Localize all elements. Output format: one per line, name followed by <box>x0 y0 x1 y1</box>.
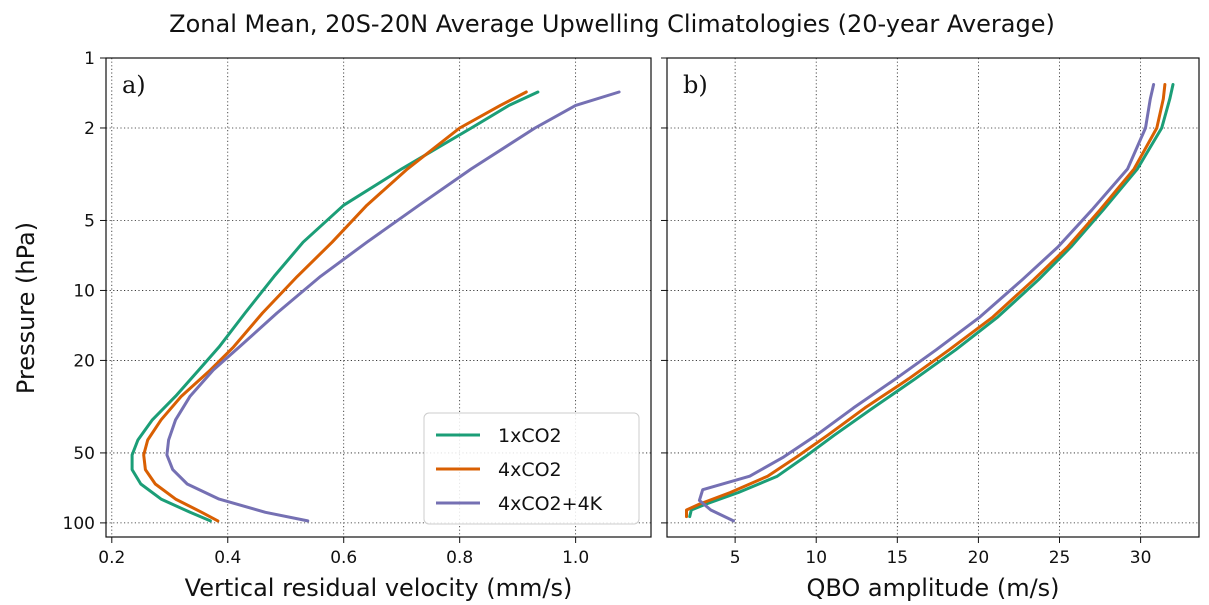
x-tick-label: 0.2 <box>98 548 125 568</box>
series-line-4xco2 <box>685 83 1167 519</box>
x-tick-label: 25 <box>1049 548 1071 568</box>
y-tick-label: 2 <box>84 119 95 139</box>
legend-label: 4xCO2+4K <box>498 493 603 515</box>
y-tick-label: 5 <box>84 211 95 231</box>
panel-b: 5 10 15 20 25 30 b) QBO amplitude (m/s) <box>661 57 1200 602</box>
x-tick-label: 0.6 <box>330 548 357 568</box>
x-tick-label: 0.4 <box>214 548 241 568</box>
panel-label: b) <box>683 71 708 99</box>
x-axis-label: Vertical residual velocity (mm/s) <box>185 574 573 602</box>
legend: 1xCO2 4xCO2 4xCO2+4K <box>423 412 640 525</box>
y-tick-label: 10 <box>73 281 95 301</box>
x-tick-label: 15 <box>886 548 908 568</box>
series-line-4xco2 <box>142 90 528 523</box>
series-line-1xco2 <box>688 83 1175 519</box>
legend-label: 4xCO2 <box>498 459 562 481</box>
y-tick-label: 100 <box>63 514 95 534</box>
legend-box <box>423 412 640 525</box>
panel-label: a) <box>122 71 146 99</box>
x-tick-label: 5 <box>730 548 741 568</box>
x-tick-label: 30 <box>1130 548 1152 568</box>
y-tick-label: 50 <box>73 444 95 464</box>
y-axis-label: Pressure (hPa) <box>12 222 40 394</box>
x-axis-label: QBO amplitude (m/s) <box>806 574 1059 602</box>
x-tick-label: 1.0 <box>562 548 589 568</box>
x-tick-label: 0.8 <box>446 548 473 568</box>
x-tick-label: 10 <box>805 548 827 568</box>
figure-title: Zonal Mean, 20S-20N Average Upwelling Cl… <box>169 10 1055 38</box>
series-line-4xco2-4k <box>165 90 621 523</box>
plot-frame <box>666 57 1200 538</box>
x-tick-label: 20 <box>968 548 990 568</box>
panel-a: 0.2 0.4 0.6 0.8 1.0 1 2 5 10 20 50 100 a) Vertical re… <box>63 49 652 602</box>
series-line-4xco2-4k <box>697 83 1156 523</box>
y-tick-label: 20 <box>73 351 95 371</box>
legend-label: 1xCO2 <box>498 425 562 447</box>
series-line-1xco2 <box>130 90 540 523</box>
plot-frame <box>105 57 652 538</box>
y-tick-label: 1 <box>84 49 95 69</box>
